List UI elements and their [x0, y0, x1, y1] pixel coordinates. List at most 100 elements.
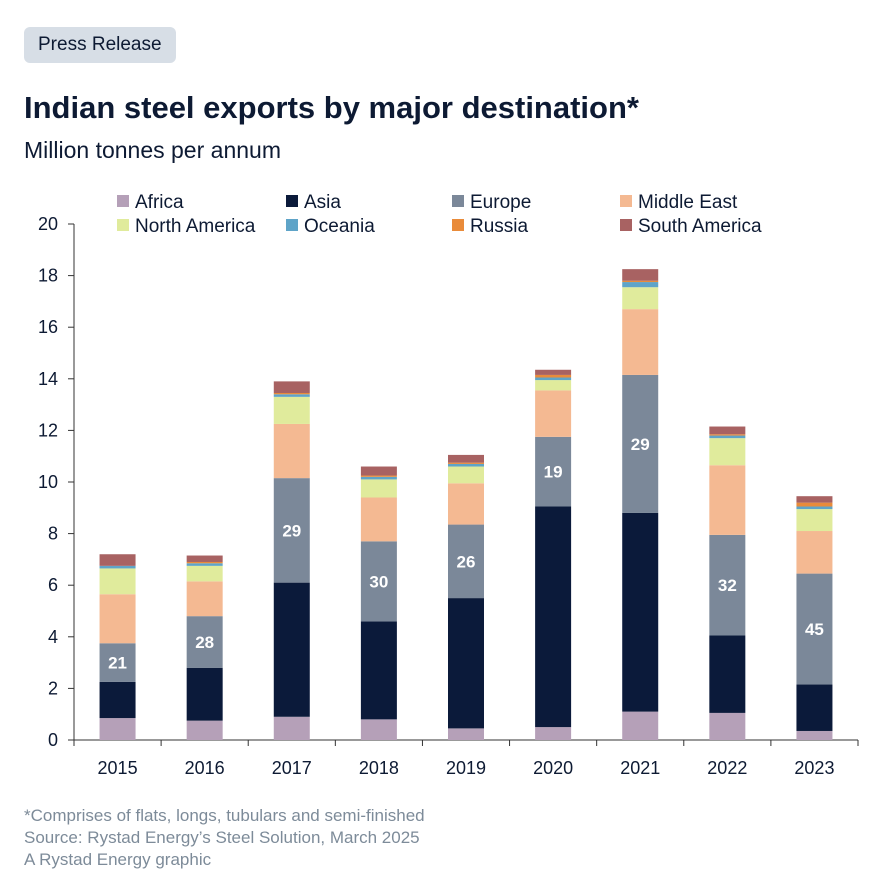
bar-2021-oceania: [622, 282, 659, 288]
chart-title: Indian steel exports by major destinatio…: [24, 90, 639, 125]
x-tick-label: 2022: [707, 758, 747, 778]
bar-2023-middle-east: [796, 531, 833, 574]
bar-2017-russia: [273, 392, 310, 395]
legend-swatch-south-america: [620, 219, 632, 231]
x-tick-label: 2021: [620, 758, 660, 778]
legend-swatch-middle-east: [620, 195, 632, 207]
bar-2017-north-america: [273, 396, 310, 424]
legend-swatch-africa: [117, 195, 129, 207]
bar-2017-oceania: [273, 394, 310, 397]
bar-2023-north-america: [796, 509, 833, 532]
legend-label-russia: Russia: [470, 216, 529, 237]
bar-2022-north-america: [709, 438, 746, 466]
bar-2016-europe: [186, 616, 223, 668]
bar-2022-europe: [709, 534, 746, 636]
bar-2019-asia: [448, 598, 484, 729]
x-tick-label: 2018: [359, 758, 399, 778]
bar-2016-africa: [186, 720, 223, 740]
bar-2019-europe: [448, 524, 484, 599]
bar-2019-middle-east: [448, 483, 484, 525]
y-tick-label: 12: [38, 420, 58, 440]
legend-label-oceania: Oceania: [304, 216, 375, 237]
bar-2016-south-america: [186, 555, 223, 562]
source-note: Source: Rystad Energy’s Steel Solution, …: [24, 828, 420, 847]
bar-2021-north-america: [622, 287, 659, 310]
bar-2021-south-america: [622, 269, 659, 281]
bar-2021-middle-east: [622, 309, 659, 375]
y-tick-label: 6: [48, 575, 58, 595]
y-tick-label: 18: [38, 266, 58, 286]
bar-2016-north-america: [186, 565, 223, 582]
bar-2015-middle-east: [99, 594, 136, 644]
bar-2020-russia: [535, 374, 572, 378]
data-label-2021: 29: [631, 435, 650, 454]
stacked-bar-chart: 0 2 4 6 8 10 12 14 16 18 20 2015 2016 2017 2018 2019 202…: [38, 192, 859, 778]
bar-2018-asia: [360, 621, 397, 720]
bar-2018-south-america: [360, 466, 397, 476]
y-tick-label: 10: [38, 472, 58, 492]
data-label-2016: 28: [195, 633, 214, 652]
footer: *Comprises of flats, longs, tubulars and…: [24, 805, 425, 871]
bar-2018-oceania: [360, 476, 397, 480]
bar-2017-middle-east: [273, 423, 310, 479]
x-tick-label: 2019: [446, 758, 486, 778]
bar-2016-russia: [186, 561, 223, 564]
legend-swatch-europe: [452, 195, 464, 207]
legend-swatch-oceania: [286, 219, 298, 231]
bar-2018-north-america: [360, 479, 397, 498]
press-release-badge: Press Release: [24, 27, 176, 63]
data-label-2015: 21: [108, 654, 127, 673]
bar-2023-oceania: [796, 506, 833, 510]
data-label-2020: 19: [544, 463, 563, 482]
bar-2016-middle-east: [186, 581, 223, 617]
y-tick-label: 2: [48, 678, 58, 698]
bar-2018-middle-east: [360, 497, 397, 542]
bar-2015-north-america: [99, 568, 136, 595]
legend-label-asia: Asia: [304, 192, 341, 213]
y-tick-label: 14: [38, 369, 58, 389]
bar-2023-asia: [796, 684, 833, 731]
bar-2020-middle-east: [535, 390, 572, 437]
footnote: *Comprises of flats, longs, tubulars and…: [24, 806, 425, 825]
bar-2015-asia: [99, 681, 136, 719]
bar-2021-africa: [622, 711, 659, 740]
bar-2017-africa: [273, 716, 310, 740]
bar-2019-south-america: [448, 454, 484, 463]
x-tick-label: 2016: [185, 758, 225, 778]
legend-label-middle-east: Middle East: [638, 192, 738, 213]
bar-2018-europe: [360, 541, 397, 622]
legend-label-europe: Europe: [470, 192, 531, 213]
legend-label-south-america: South America: [638, 216, 762, 237]
data-label-2018: 30: [369, 572, 388, 591]
y-tick-label: 0: [48, 730, 58, 750]
bar-2018-africa: [360, 719, 397, 740]
bar-2015-oceania: [99, 565, 136, 569]
legend-label-africa: Africa: [135, 192, 184, 213]
y-tick-label: 16: [38, 317, 58, 337]
bar-2022-africa: [709, 712, 746, 740]
bar-2020-africa: [535, 727, 572, 740]
bar-2016-oceania: [186, 563, 223, 566]
bar-2021-europe: [622, 374, 659, 513]
legend-swatch-russia: [452, 219, 464, 231]
bar-2017-europe: [273, 478, 310, 583]
bar-2023-russia: [796, 502, 833, 507]
bar-2022-oceania: [709, 435, 746, 439]
bar-2020-south-america: [535, 369, 572, 375]
bar-2023-africa: [796, 730, 833, 740]
x-tick-label: 2017: [272, 758, 312, 778]
legend-swatch-asia: [286, 195, 298, 207]
bar-2015-south-america: [99, 554, 136, 566]
bar-2021-russia: [622, 280, 659, 283]
bar-2022-asia: [709, 635, 746, 713]
data-label-2022: 32: [718, 576, 737, 595]
bar-2023-europe: [796, 573, 833, 685]
bar-2022-middle-east: [709, 465, 746, 535]
bar-2020-north-america: [535, 380, 572, 391]
bar-2019-africa: [448, 728, 484, 740]
x-tick-label: 2023: [794, 758, 834, 778]
bar-2015-africa: [99, 718, 136, 740]
bar-2018-russia: [360, 475, 397, 477]
legend-swatch-north-america: [117, 219, 129, 231]
bar-2020-asia: [535, 506, 572, 728]
